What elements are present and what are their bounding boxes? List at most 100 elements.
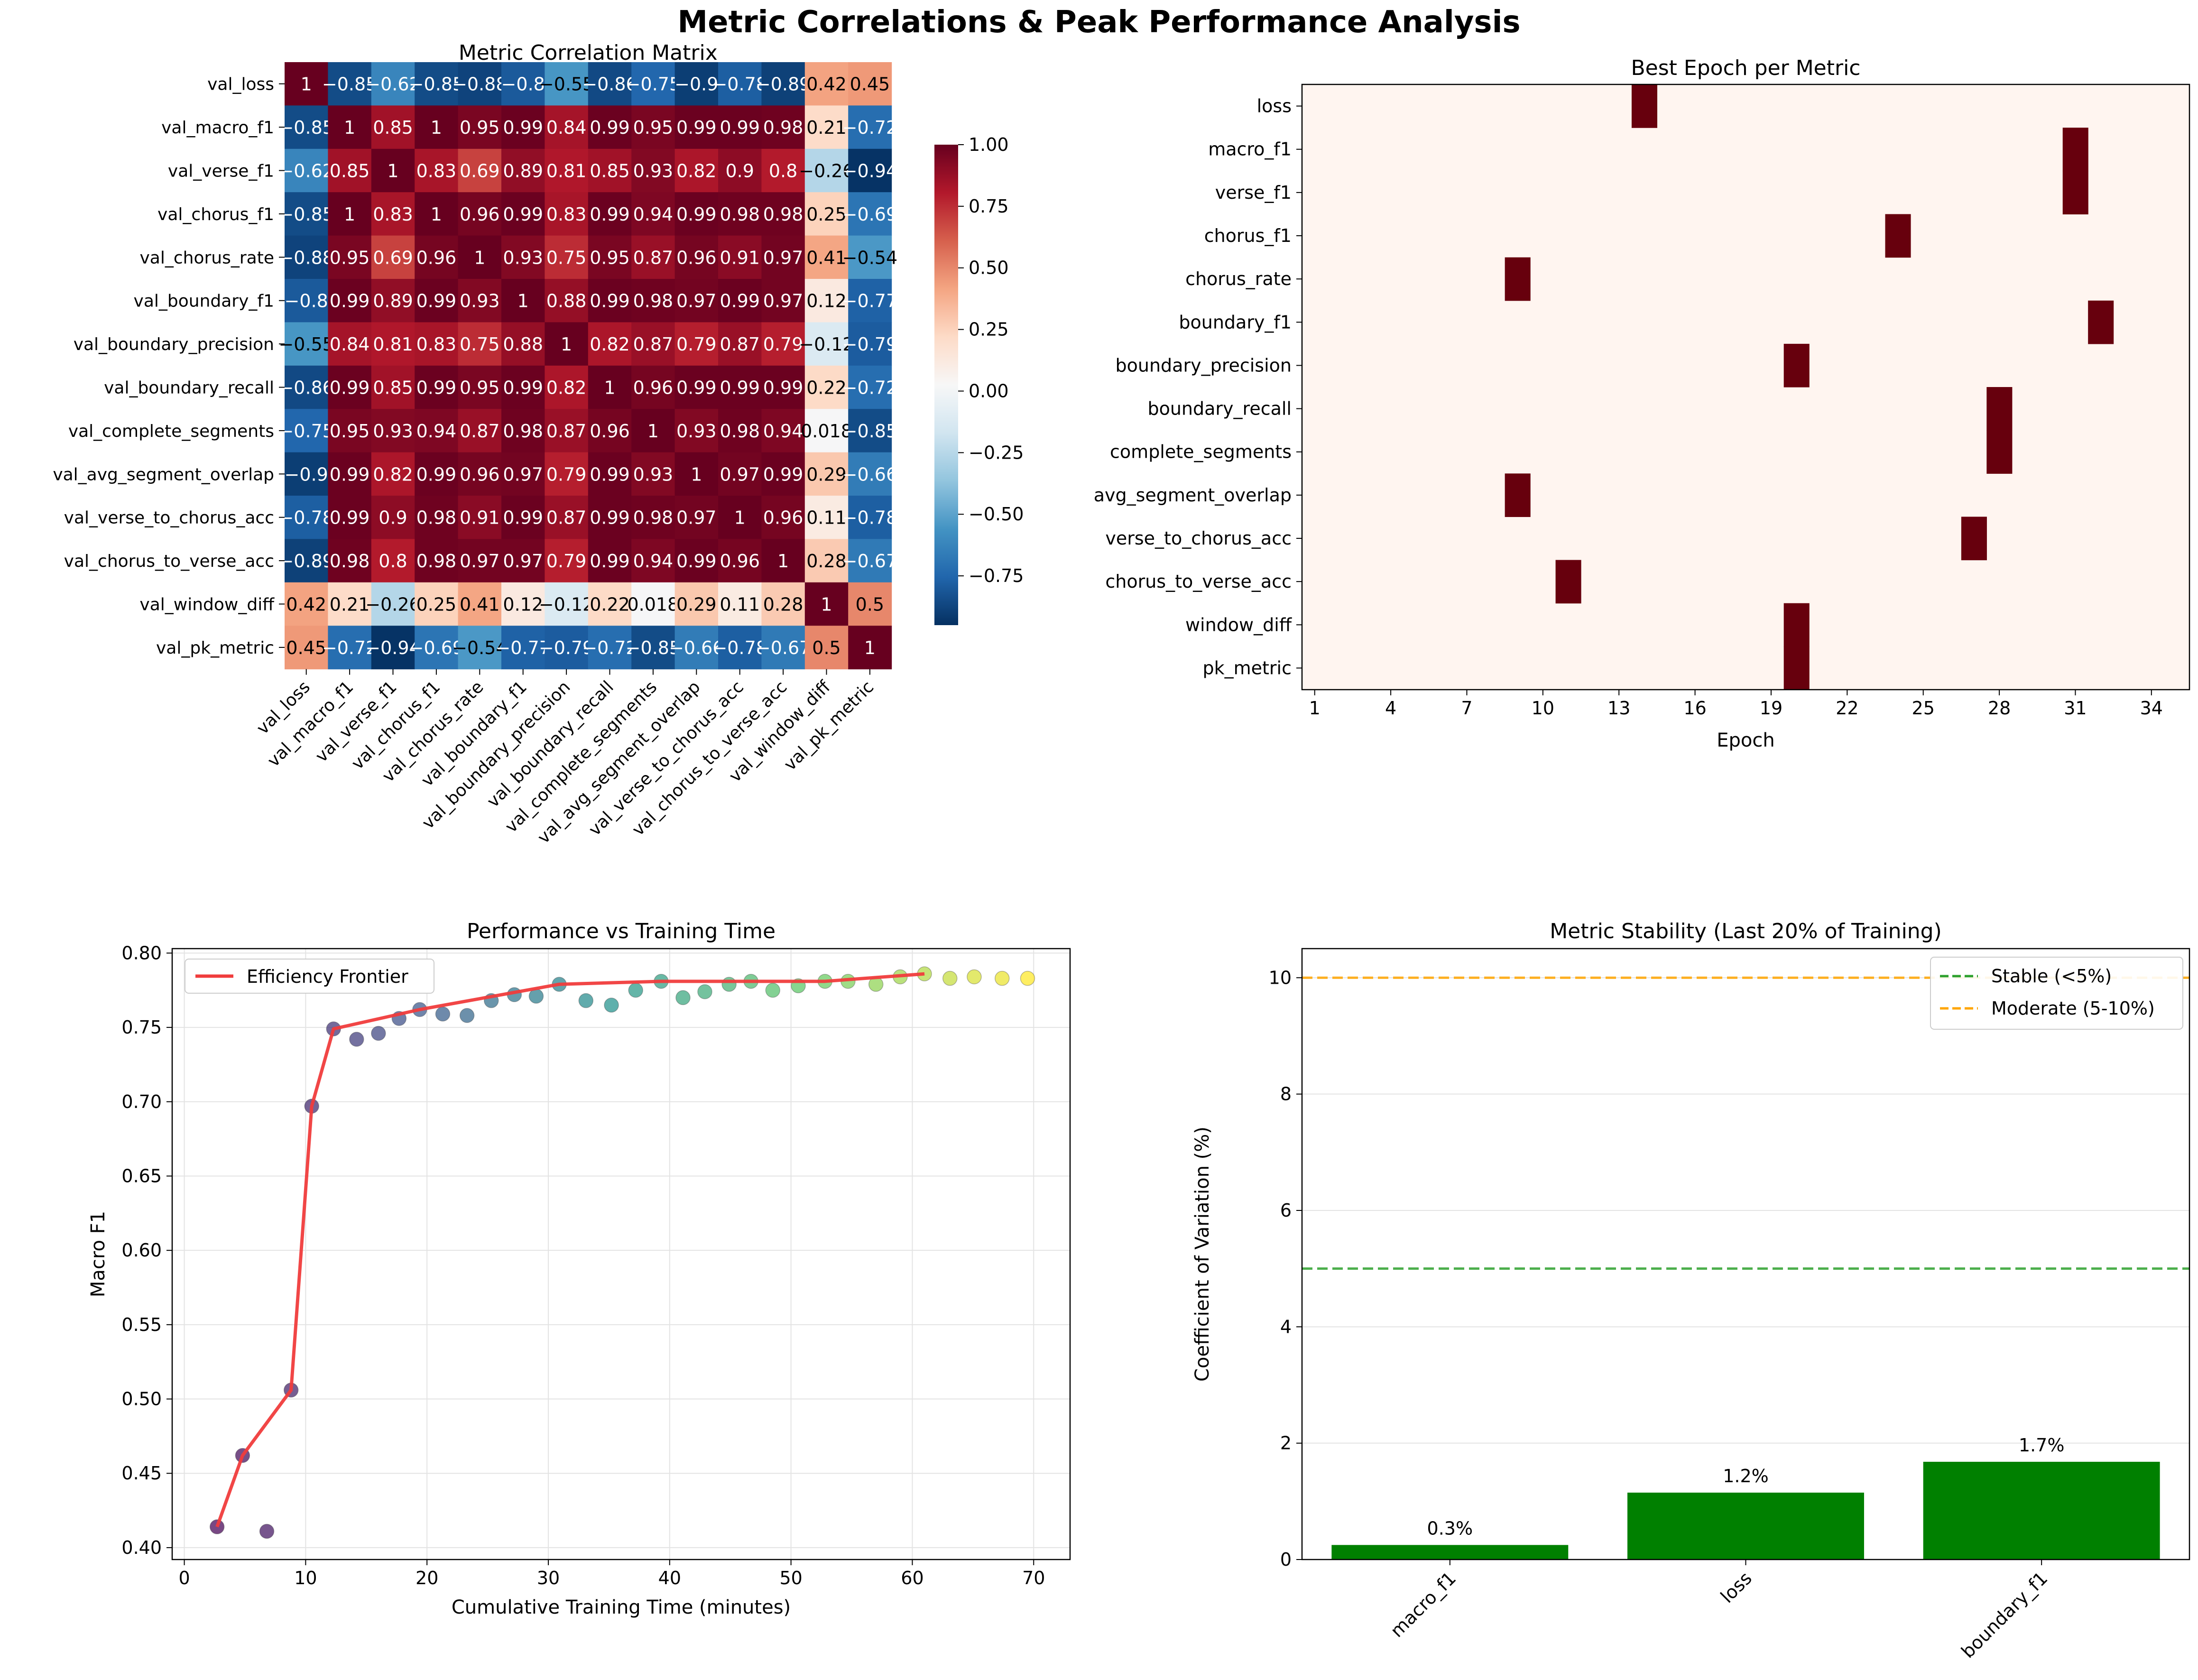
heatmap-cell xyxy=(718,626,762,670)
heatmap-cell xyxy=(415,192,459,236)
cell-value-label: 0.28 xyxy=(763,594,803,615)
cell-value-label: 0.99 xyxy=(503,378,543,398)
heatmap-cell xyxy=(848,539,892,583)
heatmap-cell xyxy=(631,192,675,236)
heatmap-cell xyxy=(328,409,372,453)
cell-value-label: −0.72 xyxy=(582,637,637,658)
cell-value-label: −0.9 xyxy=(285,464,328,485)
heatmap-cell xyxy=(761,235,805,279)
cell-value-label: −0.69 xyxy=(842,204,897,225)
heatmap-cell xyxy=(848,322,892,366)
x-tick-label: 31 xyxy=(2064,698,2087,719)
cell-value-label: −0.62 xyxy=(278,161,333,182)
cell-value-label: −0.79 xyxy=(539,637,594,658)
heatmap-cell xyxy=(458,582,502,626)
cell-value-label: 0.99 xyxy=(720,291,760,312)
y-tick-label: val_avg_segment_overlap xyxy=(53,465,274,484)
y-tick-label: macro_f1 xyxy=(1208,139,1292,160)
cell-value-label: −0.54 xyxy=(842,247,897,268)
heatmap-cell xyxy=(588,235,632,279)
x-tick-label: 34 xyxy=(2140,698,2163,719)
colorbar-tick-label: −0.25 xyxy=(969,442,1024,463)
figure-title: Metric Correlations & Peak Performance A… xyxy=(677,5,1521,40)
y-tick-label: verse_f1 xyxy=(1215,182,1292,203)
cell-value-label: 0.79 xyxy=(546,551,587,572)
cell-value-label: 0.93 xyxy=(460,291,500,312)
cell-value-label: 0.11 xyxy=(806,508,847,528)
metric-stability-panel: Metric Stability (Last 20% of Training) 0… xyxy=(1191,919,2190,1662)
cell-value-label: 0.88 xyxy=(546,291,587,312)
cell-value-label: 0.96 xyxy=(763,508,803,528)
cell-value-label: 0.82 xyxy=(590,334,630,355)
heatmap-cell xyxy=(415,539,459,583)
cell-value-label: 0.84 xyxy=(330,334,370,355)
cell-value-label: 0.99 xyxy=(676,378,717,398)
heatmap-cell xyxy=(588,582,632,626)
x-tick-label: 4 xyxy=(1385,698,1396,719)
y-tick-label: val_chorus_rate xyxy=(140,248,275,268)
cell-value-label: 0.94 xyxy=(416,421,457,442)
best-epoch-cell xyxy=(1505,473,1531,517)
data-point xyxy=(697,984,712,999)
cell-value-label: 0.42 xyxy=(286,594,326,615)
cell-value-label: 0.88 xyxy=(503,334,543,355)
heatmap-cell xyxy=(458,539,502,583)
y-tick-label: val_boundary_recall xyxy=(104,378,274,398)
cell-value-label: 0.45 xyxy=(286,637,326,658)
heatmap-cell xyxy=(415,62,459,106)
heatmap-cell xyxy=(804,365,849,409)
y-tick-label: 0.65 xyxy=(121,1165,162,1186)
cell-value-label: 0.29 xyxy=(676,594,717,615)
heatmap-cell xyxy=(848,62,892,106)
heatmap-cell xyxy=(718,105,762,149)
colorbar-tick-label: 0.75 xyxy=(969,196,1009,217)
heatmap-cell xyxy=(371,322,415,366)
cell-value-label: 0.99 xyxy=(330,508,370,528)
cell-value-label: 0.93 xyxy=(373,421,413,442)
data-point xyxy=(459,1008,475,1023)
cell-value-label: −0.26 xyxy=(799,161,854,182)
heatmap-cell xyxy=(328,496,372,539)
heatmap-cell xyxy=(761,279,805,323)
heatmap-cell xyxy=(371,148,415,193)
heatmap-cell xyxy=(674,452,719,496)
cell-value-label: 0.22 xyxy=(806,378,847,398)
chart-title: Metric Stability (Last 20% of Training) xyxy=(1550,919,1942,943)
best-epoch-panel: Best Epoch per Metric loss macro_f1 verse_f… xyxy=(1094,56,2190,751)
data-point xyxy=(371,1025,386,1041)
data-point xyxy=(628,982,643,998)
heatmap-cell xyxy=(804,105,849,149)
cell-value-label: 0.89 xyxy=(503,161,543,182)
heatmap-cell xyxy=(848,626,892,670)
cell-value-label: 0.83 xyxy=(416,334,457,355)
cell-value-label: 1 xyxy=(821,594,832,615)
cell-value-label: 0.42 xyxy=(806,74,847,95)
y-tick-label: complete_segments xyxy=(1110,442,1292,462)
cell-value-label: 0.85 xyxy=(373,117,413,138)
y-tick-label: 6 xyxy=(1280,1200,1292,1221)
cell-value-label: −0.55 xyxy=(539,74,594,95)
cell-value-label: 0.98 xyxy=(503,421,543,442)
heatmap-cell xyxy=(761,409,805,453)
heatmap-cell xyxy=(328,235,372,279)
heatmap-cell xyxy=(631,322,675,366)
heatmap-cell xyxy=(588,626,632,670)
cell-value-label: 0.99 xyxy=(503,117,543,138)
heatmap-cell xyxy=(328,539,372,583)
data-point xyxy=(994,970,1010,986)
y-tick-label: 10 xyxy=(1269,967,1292,988)
y-tick-label: 0 xyxy=(1280,1549,1292,1570)
cell-value-label: 0.99 xyxy=(330,464,370,485)
cell-value-label: −0.77 xyxy=(495,637,550,658)
cell-value-label: 0.87 xyxy=(720,334,760,355)
legend-box xyxy=(1930,957,2183,1030)
cell-value-label: 0.91 xyxy=(720,247,760,268)
heatmap-cell xyxy=(545,62,589,106)
heatmap-cell xyxy=(371,496,415,539)
heatmap-cell xyxy=(328,62,372,106)
heatmap-cell xyxy=(631,539,675,583)
heatmap-cell xyxy=(718,235,762,279)
heatmap-cell xyxy=(631,279,675,323)
heatmap-cell xyxy=(285,148,328,193)
y-tick-label: 0.70 xyxy=(121,1091,162,1112)
